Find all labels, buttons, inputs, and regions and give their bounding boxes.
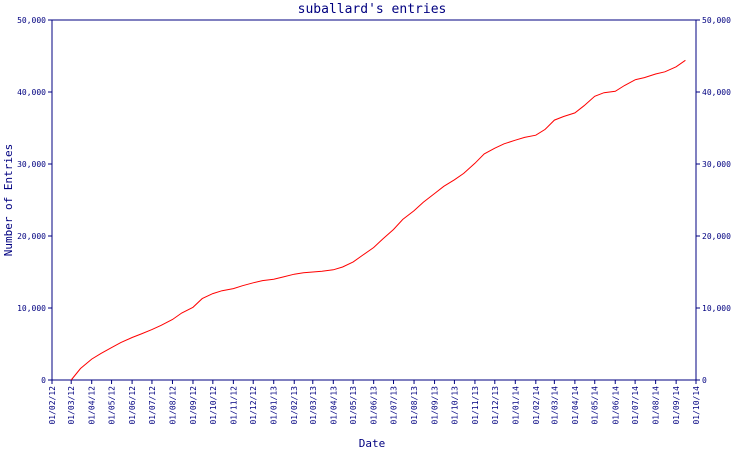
x-tick-label: 01/03/12 — [67, 386, 76, 425]
x-tick-label: 01/03/13 — [309, 386, 318, 425]
x-tick-label: 01/08/13 — [410, 386, 419, 425]
y-tick-label-right: 10,000 — [702, 304, 731, 313]
x-axis-label: Date — [359, 437, 386, 450]
x-axis: 01/02/12 01/03/12 01/04/12 01/05/12 01/06/12… — [48, 380, 701, 425]
x-tick-label: 01/06/13 — [370, 386, 379, 425]
x-tick-label: 01/10/14 — [692, 386, 701, 425]
y-tick-label-right: 0 — [702, 376, 707, 385]
x-tick-label: 01/04/12 — [88, 386, 97, 425]
x-tick-label: 01/04/13 — [329, 386, 338, 425]
x-tick-label: 01/07/12 — [148, 386, 157, 425]
x-tick-label: 01/09/14 — [672, 386, 681, 425]
x-tick-label: 01/11/13 — [471, 386, 480, 425]
x-tick-label: 01/10/12 — [209, 386, 218, 425]
x-tick-label: 01/06/14 — [611, 386, 620, 425]
y-axis-right: 0 10,000 20,000 30,000 40,000 50,000 — [696, 16, 731, 385]
x-tick-label: 01/01/14 — [511, 386, 520, 425]
x-tick-label: 01/05/13 — [349, 386, 358, 425]
x-tick-label: 01/12/12 — [249, 386, 258, 425]
x-tick-label: 01/09/13 — [431, 386, 440, 425]
x-tick-label: 01/08/12 — [168, 386, 177, 425]
y-tick-label-left: 0 — [41, 376, 46, 385]
x-tick-label: 01/04/14 — [571, 386, 580, 425]
y-axis-label: Number of Entries — [2, 144, 15, 257]
chart-title: suballard's entries — [298, 2, 447, 17]
x-tick-label: 01/06/12 — [128, 386, 137, 425]
x-tick-label: 01/08/14 — [652, 386, 661, 425]
x-tick-label: 01/05/14 — [591, 386, 600, 425]
y-axis-left: 0 10,000 20,000 30,000 40,000 50,000 — [17, 16, 52, 385]
x-tick-label: 01/09/12 — [189, 386, 198, 425]
x-tick-label: 01/02/13 — [290, 386, 299, 425]
y-tick-label-right: 50,000 — [702, 16, 731, 25]
x-tick-label: 01/11/12 — [229, 386, 238, 425]
x-tick-label: 01/01/13 — [270, 386, 279, 425]
x-tick-label: 01/07/14 — [631, 386, 640, 425]
y-tick-label-right: 20,000 — [702, 232, 731, 241]
entries-line — [70, 59, 686, 381]
y-tick-label-right: 30,000 — [702, 160, 731, 169]
y-tick-label-right: 40,000 — [702, 88, 731, 97]
x-tick-label: 01/05/12 — [108, 386, 117, 425]
y-tick-label-left: 40,000 — [17, 88, 46, 97]
y-tick-label-left: 20,000 — [17, 232, 46, 241]
x-tick-label: 01/10/13 — [450, 386, 459, 425]
y-tick-label-left: 30,000 — [17, 160, 46, 169]
x-tick-label: 01/02/12 — [48, 386, 57, 425]
x-tick-label: 01/02/14 — [532, 386, 541, 425]
y-tick-label-left: 50,000 — [17, 16, 46, 25]
x-tick-label: 01/03/14 — [550, 386, 559, 425]
plot-area-frame — [51, 19, 697, 381]
y-tick-label-left: 10,000 — [17, 304, 46, 313]
x-tick-label: 01/07/13 — [390, 386, 399, 425]
x-tick-label: 01/12/13 — [491, 386, 500, 425]
